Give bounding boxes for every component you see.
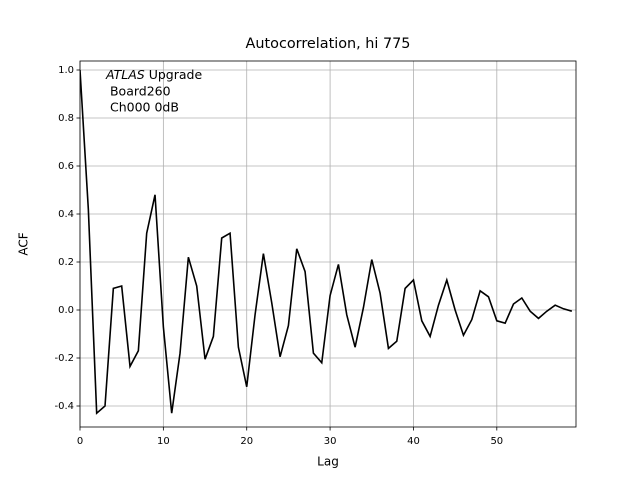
y-tick-label: 0.0 [58,305,74,316]
annotation-italic: ATLAS [105,67,145,82]
y-tick-label: -0.2 [54,353,74,364]
y-axis-label: ACF [17,232,31,255]
x-tick-label: 40 [407,436,420,447]
y-tick-label: 1.0 [58,65,74,76]
y-tick-label: -0.4 [54,401,74,412]
annotation: ATLAS Upgrade Board260 Ch000 0dB [105,67,202,115]
annotation-line: Ch000 0dB [106,100,179,115]
x-tick-label: 30 [324,436,337,447]
annotation-text: Upgrade [145,67,203,82]
y-tick-label: 0.6 [58,161,74,172]
y-tick-label: 0.2 [58,257,74,268]
data-line [80,69,573,415]
x-tick-label: 20 [240,436,253,447]
plot-frame [79,60,577,428]
chart-title: Autocorrelation, hi 775 [246,36,411,52]
annotation-line: ATLAS Upgrade [105,67,202,82]
annotation-line: Board260 [106,84,171,99]
x-tick-label: 0 [77,436,83,447]
x-axis-label: Lag [317,455,339,469]
y-tick-label: 0.8 [58,113,74,124]
x-tick-label: 10 [157,436,170,447]
x-tick-label: 50 [490,436,503,447]
y-tick-label: 0.4 [58,209,74,220]
